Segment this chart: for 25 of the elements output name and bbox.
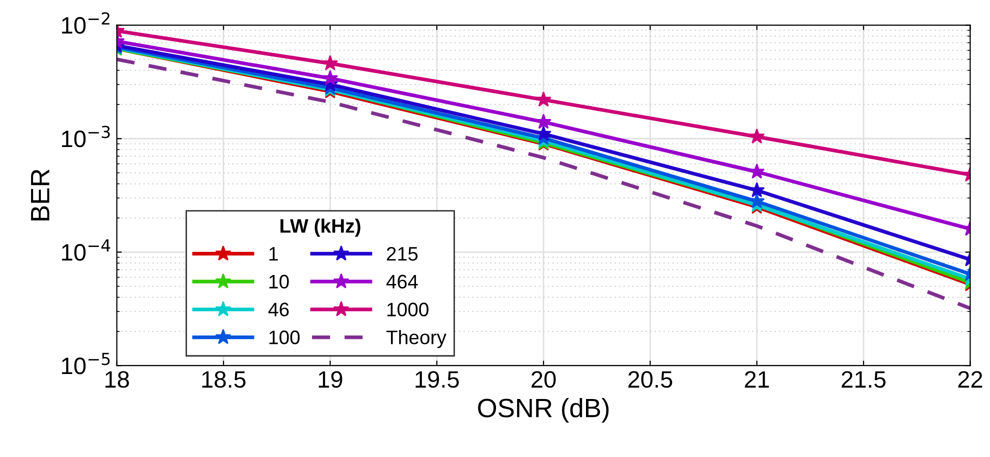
legend-label: 215 — [386, 246, 418, 261]
point — [536, 91, 552, 107]
y-axis-title: BER — [31, 169, 50, 220]
legend-label: Theory — [386, 330, 446, 348]
legend-label: 464 — [386, 274, 418, 289]
legend-label: 46 — [268, 302, 289, 316]
y-tick-label: 10$^{−3}$ — [62, 126, 110, 148]
legend-label: 1 — [269, 247, 278, 261]
x-tick-label: 21 — [744, 371, 769, 388]
y-tick-label: 10$^{−2}$ — [62, 12, 110, 34]
x-tick-label: 19 — [318, 371, 342, 388]
x-axis-title: OSNR (dB) — [478, 398, 609, 423]
y-tick-label: 10$^{−4}$ — [62, 239, 110, 261]
x-tick-label: 21.5 — [842, 371, 886, 388]
x-tick-label: 19.5 — [416, 371, 459, 388]
x-tick-label: 20.5 — [628, 371, 672, 388]
x-tick-label: 20 — [532, 371, 556, 388]
legend-label: 100 — [269, 330, 300, 344]
legend-title: LW (kHz) — [280, 218, 360, 237]
legend-label: 10 — [269, 274, 289, 289]
legend-label: 1000 — [387, 302, 428, 316]
x-tick-label: 18.5 — [202, 371, 246, 388]
x-tick-label: 18 — [105, 371, 129, 388]
x-tick-label: 22 — [958, 371, 982, 388]
point — [536, 126, 552, 141]
